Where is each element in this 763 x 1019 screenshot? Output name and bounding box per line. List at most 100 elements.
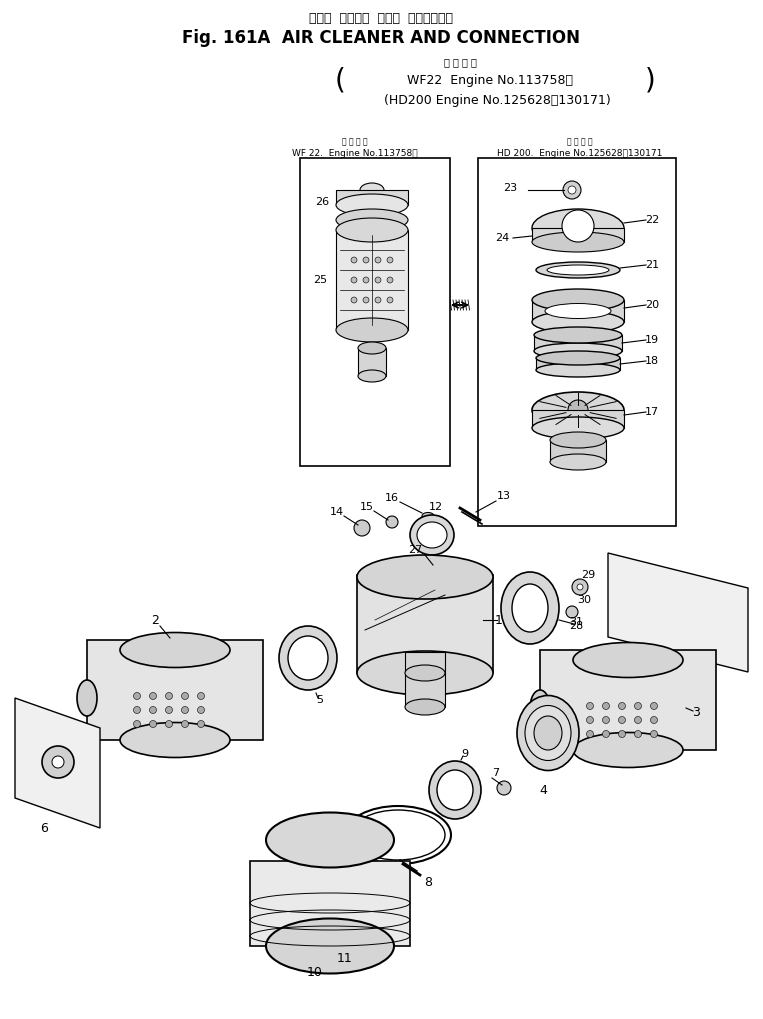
Circle shape: [182, 693, 188, 699]
Text: 29: 29: [581, 570, 595, 580]
Bar: [250, 861, 410, 946]
Circle shape: [351, 257, 357, 263]
Circle shape: [182, 706, 188, 713]
Ellipse shape: [525, 705, 571, 760]
Bar: [336, 190, 408, 205]
Ellipse shape: [550, 454, 606, 470]
Circle shape: [563, 181, 581, 199]
Circle shape: [198, 720, 204, 728]
Circle shape: [651, 702, 658, 709]
Circle shape: [566, 606, 578, 618]
Circle shape: [619, 702, 626, 709]
Circle shape: [166, 693, 172, 699]
Text: ): ): [645, 66, 655, 94]
Text: 26: 26: [315, 197, 329, 207]
Bar: [532, 410, 624, 428]
Bar: [536, 358, 620, 370]
Ellipse shape: [545, 304, 611, 319]
Circle shape: [363, 257, 369, 263]
Text: 7: 7: [492, 768, 500, 777]
Ellipse shape: [547, 265, 609, 275]
Ellipse shape: [536, 363, 620, 377]
Text: 適 用 号 機: 適 用 号 機: [342, 138, 368, 147]
Bar: [336, 230, 408, 330]
Text: 10: 10: [307, 966, 323, 979]
Bar: [358, 348, 386, 376]
Ellipse shape: [266, 918, 394, 973]
Circle shape: [166, 720, 172, 728]
Text: 9: 9: [462, 749, 468, 759]
Text: 20: 20: [645, 300, 659, 310]
Circle shape: [387, 277, 393, 283]
Circle shape: [42, 746, 74, 777]
Ellipse shape: [532, 311, 624, 333]
Bar: [550, 440, 606, 462]
Ellipse shape: [536, 351, 620, 365]
Text: 16: 16: [385, 493, 399, 503]
Bar: [532, 228, 624, 242]
Ellipse shape: [358, 342, 386, 354]
Circle shape: [635, 731, 642, 738]
Text: エアー  クリーナ  および  コネクション: エアー クリーナ および コネクション: [309, 11, 453, 24]
Text: HD 200.  Engine No.125628～130171: HD 200. Engine No.125628～130171: [497, 149, 663, 158]
Ellipse shape: [410, 515, 454, 555]
Text: 12: 12: [429, 502, 443, 512]
Bar: [478, 158, 676, 526]
Ellipse shape: [532, 209, 624, 247]
Circle shape: [52, 756, 64, 768]
Ellipse shape: [532, 232, 624, 252]
Circle shape: [198, 693, 204, 699]
Circle shape: [577, 584, 583, 590]
Ellipse shape: [532, 417, 624, 439]
Text: Fig. 161A  AIR CLEANER AND CONNECTION: Fig. 161A AIR CLEANER AND CONNECTION: [182, 29, 580, 47]
Ellipse shape: [336, 318, 408, 342]
Ellipse shape: [517, 696, 579, 770]
Circle shape: [134, 720, 140, 728]
Text: 6: 6: [40, 821, 48, 835]
Circle shape: [619, 731, 626, 738]
Text: 31: 31: [569, 616, 583, 627]
Circle shape: [572, 579, 588, 595]
Circle shape: [375, 297, 381, 303]
Ellipse shape: [405, 665, 445, 681]
Text: 27: 27: [408, 545, 422, 555]
Circle shape: [134, 706, 140, 713]
Text: 17: 17: [645, 407, 659, 417]
Text: 23: 23: [503, 183, 517, 193]
Ellipse shape: [512, 584, 548, 632]
Circle shape: [363, 297, 369, 303]
Ellipse shape: [417, 522, 447, 548]
Text: 適 用 号 機: 適 用 号 機: [443, 57, 476, 67]
Circle shape: [587, 702, 594, 709]
Circle shape: [150, 693, 156, 699]
Ellipse shape: [536, 262, 620, 278]
Text: 25: 25: [313, 275, 327, 285]
Circle shape: [182, 720, 188, 728]
Circle shape: [568, 400, 588, 420]
Text: 19: 19: [645, 335, 659, 345]
Text: 15: 15: [360, 502, 374, 512]
Circle shape: [387, 297, 393, 303]
Ellipse shape: [358, 370, 386, 382]
Ellipse shape: [501, 572, 559, 644]
Bar: [357, 575, 493, 673]
Text: 28: 28: [569, 621, 583, 631]
Text: 3: 3: [692, 706, 700, 719]
Ellipse shape: [279, 626, 337, 690]
Text: 13: 13: [497, 491, 511, 501]
Bar: [87, 640, 263, 740]
Text: (: (: [335, 66, 346, 94]
Ellipse shape: [573, 643, 683, 678]
Ellipse shape: [336, 218, 408, 242]
Ellipse shape: [429, 761, 481, 819]
Text: 8: 8: [424, 876, 432, 890]
Text: 4: 4: [539, 785, 547, 798]
Circle shape: [354, 520, 370, 536]
Text: 1: 1: [495, 613, 503, 627]
Polygon shape: [15, 698, 100, 828]
Circle shape: [651, 731, 658, 738]
Circle shape: [150, 720, 156, 728]
Text: 21: 21: [645, 260, 659, 270]
Circle shape: [150, 706, 156, 713]
Circle shape: [603, 702, 610, 709]
